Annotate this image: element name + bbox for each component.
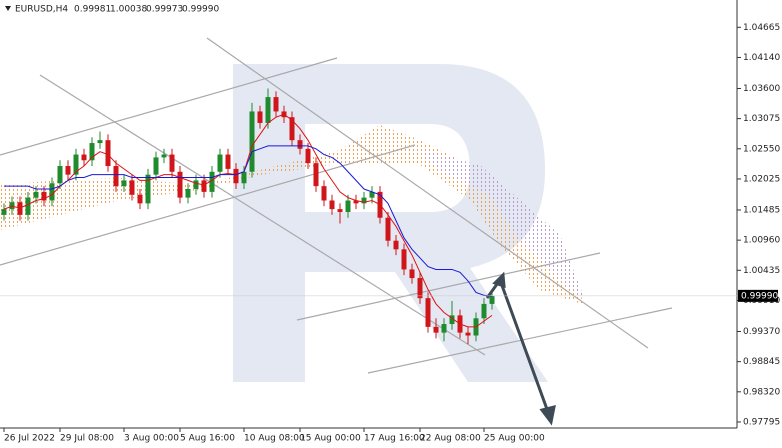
candle-body bbox=[57, 166, 63, 184]
candle-body bbox=[25, 197, 31, 215]
candle-body bbox=[417, 278, 423, 299]
candle-body bbox=[241, 171, 247, 184]
candle-body bbox=[185, 189, 191, 198]
y-tick-label: 0.99370 bbox=[743, 327, 780, 337]
y-tick-label: 1.02550 bbox=[743, 144, 780, 154]
last-price-label: 0.99990 bbox=[741, 291, 778, 301]
candle-body bbox=[89, 143, 95, 161]
candle-body bbox=[441, 324, 447, 333]
candle-body bbox=[49, 183, 55, 201]
candle-body bbox=[401, 249, 407, 270]
candle-body bbox=[449, 315, 455, 325]
candle-body bbox=[409, 269, 415, 279]
candle-body bbox=[137, 194, 143, 204]
candle-body bbox=[9, 202, 15, 210]
candle-body bbox=[385, 217, 391, 241]
candle-body bbox=[369, 191, 375, 198]
candle-body bbox=[425, 298, 431, 327]
candle-body bbox=[169, 154, 175, 172]
plot bbox=[1, 88, 495, 345]
candle-body bbox=[393, 240, 399, 250]
candle-body bbox=[257, 111, 263, 123]
candle-body bbox=[193, 180, 199, 190]
candle-body bbox=[121, 180, 127, 187]
forecast-arrow bbox=[485, 271, 556, 426]
candle-body bbox=[1, 209, 7, 215]
menu-icon[interactable] bbox=[5, 6, 11, 11]
candle-body bbox=[465, 332, 471, 336]
symbol: EURUSD,H4 bbox=[15, 5, 68, 15]
y-tick-label: 1.02025 bbox=[743, 174, 780, 184]
y-tick-label: 1.03600 bbox=[743, 84, 780, 94]
y-tick-label: 1.04140 bbox=[743, 53, 780, 63]
candle-body bbox=[337, 209, 343, 212]
y-tick-label: 0.98845 bbox=[743, 357, 780, 367]
x-tick-label: 10 Aug 08:00 bbox=[244, 434, 305, 444]
candle-body bbox=[345, 200, 351, 212]
ohlc: 0.99973 bbox=[146, 5, 183, 15]
candle-body bbox=[73, 154, 79, 175]
x-tick-label: 26 Jul 2022 bbox=[4, 434, 55, 444]
ohlc: 1.00038 bbox=[110, 5, 147, 15]
x-tick-label: 22 Aug 08:00 bbox=[420, 434, 481, 444]
y-tick-label: 0.97795 bbox=[743, 417, 780, 427]
candle-body bbox=[145, 174, 151, 204]
candle-body bbox=[81, 154, 87, 161]
candle-body bbox=[41, 191, 47, 201]
y-tick-label: 1.04665 bbox=[743, 23, 780, 33]
candle-body bbox=[321, 186, 327, 201]
candle-body bbox=[329, 200, 335, 210]
y-tick-label: 1.00435 bbox=[743, 266, 780, 276]
y-tick-label: 0.98320 bbox=[743, 387, 780, 397]
candle-body bbox=[113, 166, 119, 187]
candle-body bbox=[105, 140, 111, 167]
candle-body bbox=[313, 163, 319, 187]
x-tick-label: 17 Aug 16:00 bbox=[364, 434, 425, 444]
candle-body bbox=[225, 154, 231, 169]
candle-body bbox=[249, 111, 255, 172]
candle-body bbox=[273, 97, 279, 112]
indicator-line bbox=[4, 145, 493, 297]
x-tick-label: 3 Aug 00:00 bbox=[124, 434, 179, 444]
candle-body bbox=[17, 202, 23, 215]
ohlc: 0.99990 bbox=[182, 5, 219, 15]
candle-body bbox=[265, 97, 271, 123]
candle-body bbox=[217, 154, 223, 172]
x-tick-label: 5 Aug 16:00 bbox=[180, 434, 235, 444]
x-tick-label: 25 Aug 00:00 bbox=[484, 434, 545, 444]
trend-lines bbox=[0, 37, 673, 374]
candle-body bbox=[129, 180, 135, 195]
candle-body bbox=[177, 171, 183, 198]
ohlc: 0.99981 bbox=[74, 5, 111, 15]
candle-body bbox=[353, 200, 359, 204]
candle-body bbox=[97, 140, 103, 144]
cloud bbox=[0, 125, 585, 305]
y-tick-label: 1.03075 bbox=[743, 114, 780, 124]
y-tick-label: 1.00960 bbox=[743, 236, 780, 246]
candle-body bbox=[305, 148, 311, 164]
candle-body bbox=[361, 197, 367, 204]
x-tick-label: 29 Jul 08:00 bbox=[60, 434, 114, 444]
candle-body bbox=[209, 171, 215, 192]
candle-body bbox=[489, 295, 495, 304]
candle-body bbox=[161, 154, 167, 158]
candle-body bbox=[433, 326, 439, 333]
indicator-line bbox=[3, 113, 493, 328]
x-tick-label: 15 Aug 00:00 bbox=[300, 434, 361, 444]
candle-body bbox=[33, 191, 39, 198]
candle-body bbox=[153, 157, 159, 175]
y-tick-label: 1.01485 bbox=[743, 205, 780, 215]
candle-body bbox=[233, 168, 239, 184]
last-price-box bbox=[738, 289, 778, 302]
candle-body bbox=[65, 166, 71, 175]
candle-body bbox=[289, 117, 295, 141]
candle-body bbox=[201, 180, 207, 192]
candle-body bbox=[481, 303, 487, 319]
candle-body bbox=[297, 140, 303, 149]
